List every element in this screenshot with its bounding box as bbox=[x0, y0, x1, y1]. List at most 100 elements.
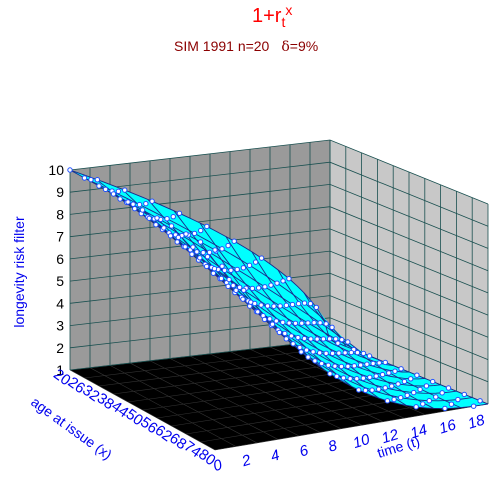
surface-gridline bbox=[225, 236, 380, 399]
data-point bbox=[262, 284, 268, 290]
t-tick-label: 16 bbox=[437, 416, 459, 437]
data-point bbox=[298, 349, 304, 355]
data-point bbox=[139, 207, 146, 213]
data-point bbox=[268, 282, 274, 288]
data-point bbox=[336, 350, 342, 356]
data-point bbox=[212, 247, 218, 253]
data-point bbox=[414, 372, 420, 378]
data-point bbox=[329, 350, 336, 357]
data-point bbox=[360, 350, 367, 357]
data-point bbox=[258, 255, 265, 261]
data-point bbox=[161, 225, 167, 231]
data-point bbox=[131, 205, 138, 212]
data-point bbox=[143, 200, 149, 207]
data-point bbox=[376, 360, 382, 366]
data-point bbox=[130, 201, 136, 207]
data-point bbox=[154, 215, 160, 221]
data-point bbox=[218, 275, 225, 282]
data-point bbox=[228, 267, 234, 274]
x-tick-label: 80 bbox=[195, 446, 218, 470]
z-tick-label: 9 bbox=[56, 184, 64, 200]
data-point bbox=[382, 359, 388, 366]
data-point bbox=[269, 321, 276, 327]
data-point bbox=[389, 383, 395, 389]
data-point bbox=[240, 296, 246, 302]
data-point bbox=[404, 392, 410, 399]
data-point bbox=[290, 341, 296, 347]
data-point bbox=[311, 319, 317, 326]
data-point bbox=[258, 302, 264, 308]
data-point bbox=[255, 309, 261, 315]
data-point bbox=[110, 191, 117, 197]
data-point bbox=[94, 177, 101, 183]
data-point bbox=[354, 376, 360, 382]
z-gridline bbox=[69, 139, 489, 205]
data-point bbox=[102, 186, 109, 193]
data-point bbox=[174, 239, 180, 245]
data-point bbox=[194, 249, 200, 255]
data-point bbox=[274, 280, 280, 286]
x-tick-label: 50 bbox=[123, 406, 146, 430]
data-point bbox=[225, 242, 231, 249]
data-point bbox=[189, 251, 195, 257]
data-point bbox=[183, 231, 189, 237]
x-tick-label: 20 bbox=[50, 366, 73, 390]
data-point bbox=[301, 300, 308, 306]
z-gridline bbox=[69, 161, 489, 227]
data-point bbox=[335, 340, 341, 346]
data-point bbox=[364, 361, 370, 367]
data-point bbox=[303, 347, 310, 353]
data-point bbox=[339, 336, 345, 343]
data-point bbox=[351, 363, 358, 369]
data-point bbox=[249, 285, 256, 292]
t-tick-label: 2 bbox=[239, 451, 254, 470]
data-point bbox=[316, 350, 323, 356]
z-tick-label: 7 bbox=[56, 229, 64, 245]
data-point bbox=[312, 358, 318, 364]
data-point bbox=[318, 360, 325, 367]
data-point bbox=[283, 336, 289, 342]
data-point bbox=[329, 324, 335, 331]
floor-gridline bbox=[214, 403, 489, 451]
data-point bbox=[386, 370, 392, 376]
data-point bbox=[67, 167, 73, 173]
data-point bbox=[88, 176, 94, 183]
data-point bbox=[210, 270, 217, 276]
subtitle-text: SIM 1991 n=20 bbox=[174, 38, 270, 54]
data-point bbox=[323, 321, 329, 327]
data-point bbox=[190, 244, 196, 250]
data-point bbox=[276, 329, 283, 336]
data-point bbox=[325, 362, 332, 368]
z-gridline bbox=[69, 317, 489, 383]
data-point bbox=[355, 387, 362, 393]
data-point bbox=[373, 373, 379, 379]
data-point bbox=[382, 385, 388, 391]
data-point bbox=[115, 188, 122, 195]
data-point bbox=[246, 262, 253, 269]
data-point bbox=[297, 344, 303, 351]
data-point bbox=[477, 398, 483, 404]
data-point bbox=[299, 320, 305, 326]
data-point bbox=[295, 334, 301, 341]
data-point bbox=[283, 302, 290, 309]
data-point bbox=[379, 371, 386, 378]
data-point bbox=[370, 360, 376, 367]
data-point bbox=[327, 371, 333, 377]
data-point bbox=[392, 368, 398, 374]
data-point bbox=[219, 246, 225, 252]
data-point bbox=[261, 316, 268, 323]
data-point bbox=[345, 339, 351, 345]
data-point bbox=[288, 333, 295, 339]
t-tick-label: 8 bbox=[326, 437, 340, 456]
data-point bbox=[203, 263, 210, 270]
z-axis-label: longevity risk filter bbox=[11, 216, 27, 328]
data-point bbox=[146, 215, 152, 221]
data-point bbox=[170, 213, 176, 220]
data-point bbox=[233, 287, 239, 294]
data-point bbox=[347, 375, 353, 382]
title-main-text: 1+r bbox=[252, 5, 282, 27]
data-point bbox=[340, 375, 347, 381]
z-tick-label: 6 bbox=[56, 251, 64, 267]
